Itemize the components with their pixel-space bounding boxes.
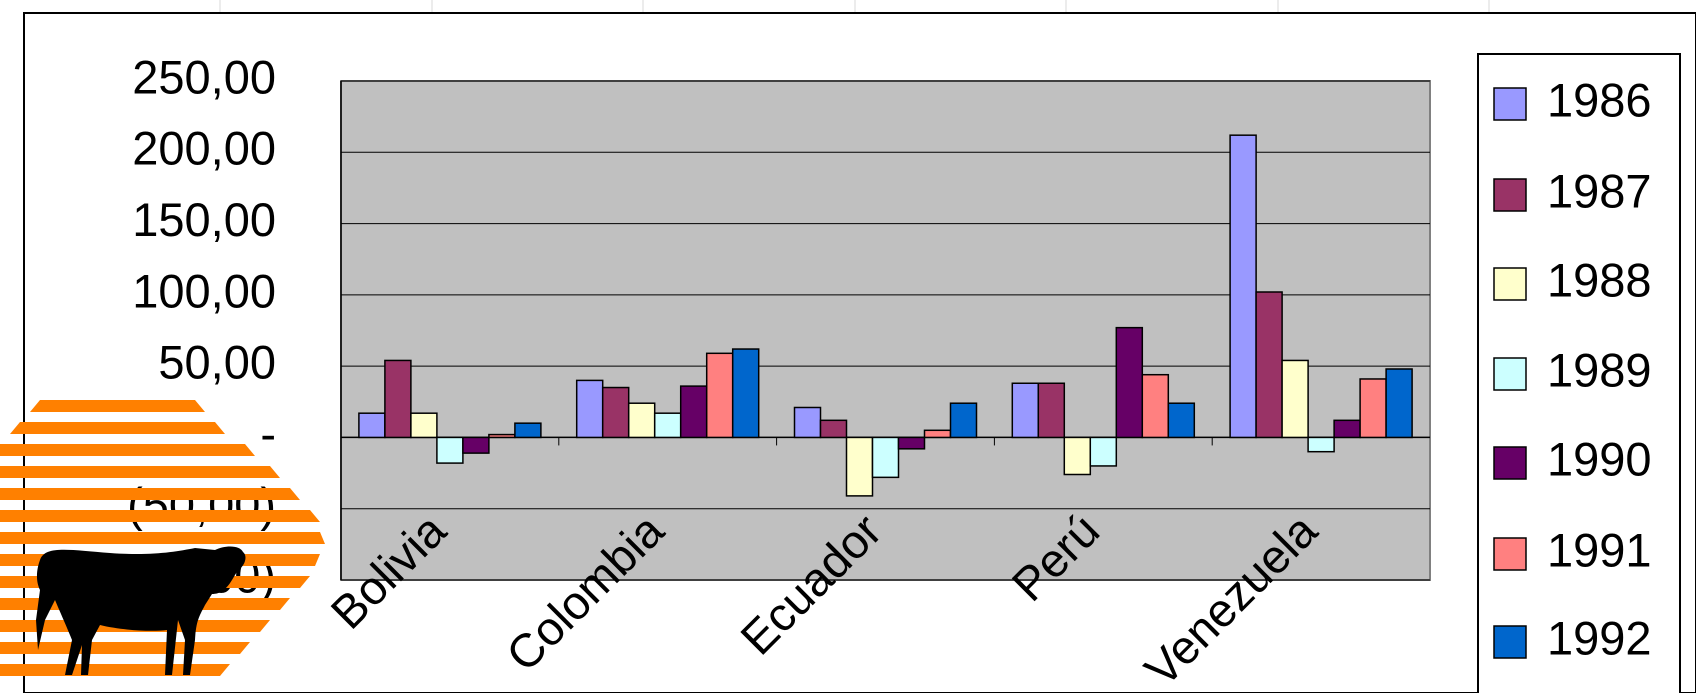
bar [951, 403, 977, 437]
bar [1064, 437, 1090, 474]
legend-swatch [1494, 538, 1526, 570]
bar [411, 413, 437, 437]
legend-label: 1986 [1547, 73, 1652, 126]
bar [655, 413, 681, 437]
bar [847, 437, 873, 495]
legend-swatch [1494, 179, 1526, 211]
bar [489, 435, 515, 438]
y-tick-label: 250,00 [132, 50, 276, 103]
bar [1334, 420, 1360, 437]
bar [1386, 369, 1412, 437]
bar [1012, 383, 1038, 437]
bar [1168, 403, 1194, 437]
legend-swatch [1494, 447, 1526, 479]
bar [1038, 383, 1064, 437]
bar [733, 349, 759, 437]
bar [1142, 375, 1168, 438]
bar [577, 380, 603, 437]
bar [1090, 437, 1116, 466]
legend-label: 1990 [1547, 432, 1652, 485]
legend-swatch [1494, 626, 1526, 658]
bar [603, 388, 629, 438]
bar [821, 420, 847, 437]
y-tick-label: 50,00 [158, 336, 276, 389]
y-tick-label: 150,00 [132, 193, 276, 246]
chart: (100,00)(50,00)-50,00100,00150,00200,002… [0, 0, 1696, 693]
bar [437, 437, 463, 463]
y-tick-label: - [260, 407, 276, 460]
legend-label: 1988 [1547, 253, 1652, 306]
bar [873, 437, 899, 477]
bar [1282, 360, 1308, 437]
legend-swatch [1494, 88, 1526, 120]
bar [359, 413, 385, 437]
bar [1308, 437, 1334, 451]
bar [1360, 379, 1386, 437]
legend-label: 1991 [1547, 523, 1652, 576]
legend-label: 1989 [1547, 343, 1652, 396]
y-tick-label: (50,00) [127, 478, 276, 531]
legend-label: 1987 [1547, 164, 1652, 217]
bar [1256, 292, 1282, 437]
bar [925, 430, 951, 437]
y-tick-label: 100,00 [132, 264, 276, 317]
bar [629, 403, 655, 437]
bar [707, 353, 733, 437]
bar [1230, 135, 1256, 437]
y-tick-label: 200,00 [132, 122, 276, 175]
bar [795, 407, 821, 437]
legend-swatch [1494, 358, 1526, 390]
bar [899, 437, 925, 448]
bar [463, 437, 489, 453]
legend-label: 1992 [1547, 611, 1652, 664]
bar [515, 423, 541, 437]
legend-swatch [1494, 268, 1526, 300]
bar [385, 360, 411, 437]
bar [681, 386, 707, 437]
page: {"chart_data": {"type": "bar", "categori… [0, 0, 1696, 693]
bar [1116, 328, 1142, 438]
